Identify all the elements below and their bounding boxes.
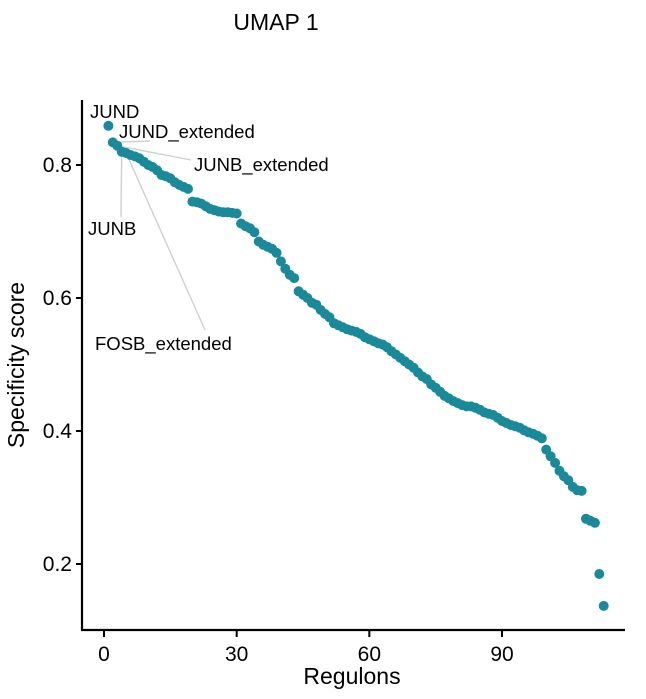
data-point: [183, 183, 193, 194]
data-point: [231, 208, 242, 219]
data-point: [598, 600, 609, 611]
x-axis-title: Regulons: [303, 663, 400, 689]
data-point: [275, 256, 286, 267]
y-axis-title: Specificity score: [3, 282, 29, 448]
y-tick-label: 0.8: [43, 154, 72, 177]
data-point: [594, 569, 605, 579]
x-tick-label: 30: [225, 643, 248, 666]
data-point: [576, 485, 587, 496]
label-jund-extended: JUND_extended: [119, 121, 255, 143]
y-tick-label: 0.4: [43, 420, 73, 443]
leader-line: [117, 145, 192, 161]
data-point: [289, 273, 300, 284]
y-axis-ticks: 0.2 0.4 0.6 0.8: [43, 154, 82, 576]
data-points: [103, 120, 609, 611]
data-point: [103, 120, 114, 131]
annotation-leaders: [112, 140, 206, 331]
label-fosb-extended: FOSB_extended: [95, 333, 232, 355]
y-tick-label: 0.2: [43, 553, 72, 576]
data-point: [249, 227, 260, 238]
data-point: [550, 457, 561, 468]
x-axis-ticks: 0 30 60 90: [98, 630, 514, 666]
leader-line: [120, 151, 123, 218]
y-tick-label: 0.6: [43, 287, 72, 310]
data-point: [536, 433, 547, 444]
x-tick-label: 90: [490, 643, 513, 666]
x-tick-label: 60: [358, 643, 381, 666]
label-junb-extended: JUNB_extended: [194, 154, 329, 176]
chart-title: UMAP 1: [233, 9, 318, 35]
label-jund: JUND: [90, 101, 139, 122]
label-junb: JUNB: [88, 218, 136, 239]
data-point: [589, 517, 600, 528]
x-tick-label: 0: [98, 643, 110, 666]
leader-line: [125, 152, 206, 331]
data-point: [271, 247, 282, 258]
